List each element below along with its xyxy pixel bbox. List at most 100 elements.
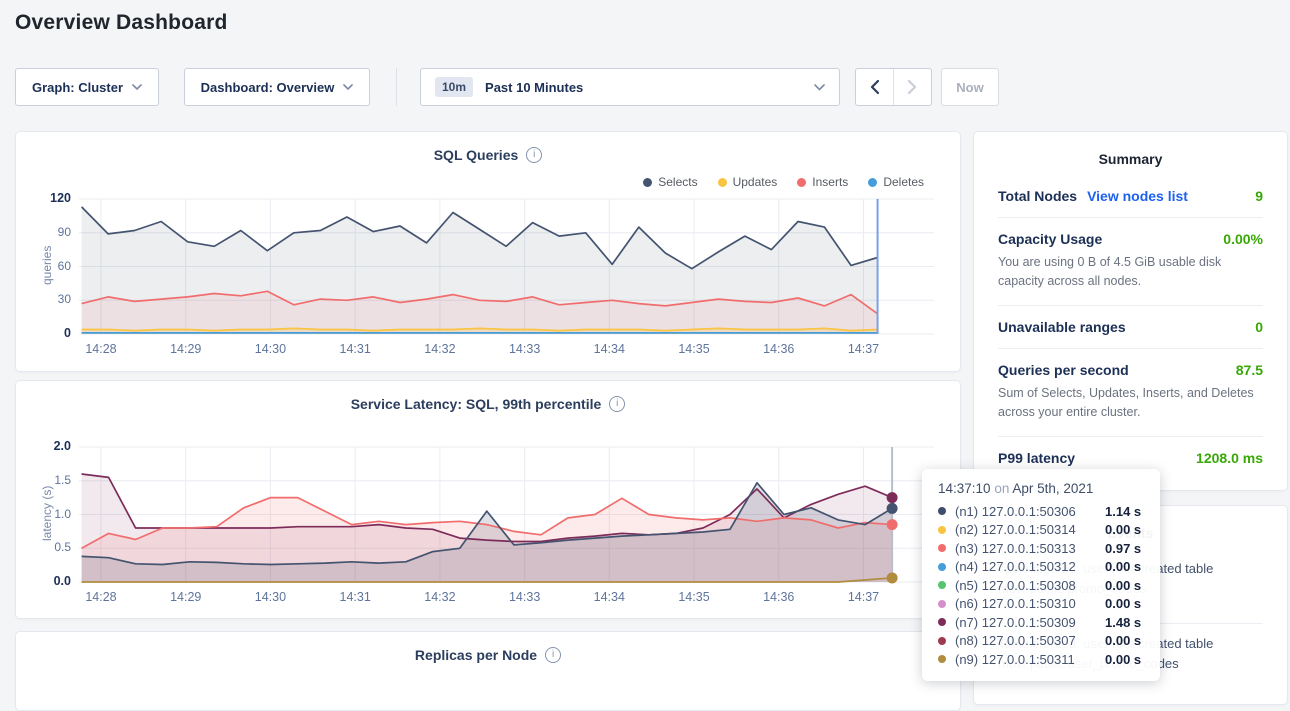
tooltip-node-value: 0.00 s bbox=[1105, 559, 1142, 575]
step-forward-button[interactable] bbox=[893, 69, 931, 105]
page-title: Overview Dashboard bbox=[15, 11, 228, 34]
chart-title-text: Replicas per Node bbox=[414, 647, 538, 663]
sql-queries-chart: 0 30 60 90 120 14:28 14:29 14:30 14:31 14:32 14:33… bbox=[16, 132, 960, 371]
selects-series-dot bbox=[643, 177, 653, 187]
x-axis-tick: 14:37 bbox=[847, 342, 880, 356]
tooltip-node-name: (n2) 127.0.0.1:50314 bbox=[955, 522, 1076, 538]
node-series-dot bbox=[938, 544, 946, 553]
summary-value: 1208.0 ms bbox=[1196, 449, 1263, 466]
tooltip-node-row: (n2) 127.0.0.1:50314 0.00 s bbox=[938, 521, 1144, 540]
now-button[interactable]: Now bbox=[941, 68, 999, 106]
x-axis-tick: 14:36 bbox=[763, 342, 795, 356]
x-axis-tick: 14:30 bbox=[254, 342, 287, 356]
sql-queries-card: SQL Queries i Selects Updates Inserts Delet… bbox=[15, 131, 961, 372]
inserts-series-dot bbox=[797, 177, 807, 187]
chart-title: Service Latency: SQL, 99th percentile i bbox=[16, 396, 960, 412]
tooltip-node-name: (n5) 127.0.0.1:50308 bbox=[955, 577, 1076, 593]
view-nodes-list-link[interactable]: View nodes list bbox=[1087, 188, 1188, 204]
legend-label: Deletes bbox=[883, 175, 924, 189]
y-axis-tick: 1.5 bbox=[54, 472, 71, 487]
dashboard-selector-dropdown[interactable]: Dashboard: Overview bbox=[184, 68, 370, 106]
summary-row-header: Capacity Usage 0.00% bbox=[998, 231, 1263, 247]
tooltip-node-row: (n5) 127.0.0.1:50308 0.00 s bbox=[938, 576, 1144, 595]
tooltip-node-value: 0.97 s bbox=[1105, 540, 1142, 556]
legend-item-inserts: Inserts bbox=[797, 175, 848, 189]
info-icon[interactable]: i bbox=[545, 647, 562, 663]
tooltip-node-row: (n9) 127.0.0.1:50311 0.00 s bbox=[938, 650, 1144, 669]
node-series-dot bbox=[938, 562, 946, 571]
time-window-badge: 10m bbox=[435, 77, 474, 97]
summary-label: Capacity Usage bbox=[998, 231, 1103, 247]
y-axis-tick: 1.0 bbox=[54, 506, 71, 521]
node-series-dot bbox=[938, 507, 946, 516]
y-axis-tick: 120 bbox=[50, 191, 71, 205]
service-latency-plot[interactable] bbox=[79, 439, 934, 587]
y-axis-tick: 60 bbox=[57, 258, 71, 273]
x-axis-tick: 14:35 bbox=[678, 342, 710, 356]
tooltip-node-name: (n9) 127.0.0.1:50311 bbox=[955, 651, 1075, 667]
toolbar-divider bbox=[396, 68, 397, 106]
tooltip-node-value: 1.48 s bbox=[1105, 614, 1142, 630]
info-icon[interactable]: i bbox=[609, 396, 626, 412]
summary-rows: Total Nodes View nodes list 9 Capacity Usag… bbox=[998, 175, 1263, 479]
tooltip-node-value: 1.14 s bbox=[1105, 503, 1142, 519]
time-range-label: Past 10 Minutes bbox=[485, 79, 584, 95]
tooltip-date: Apr 5th, 2021 bbox=[1012, 481, 1094, 496]
tooltip-node-name: (n3) 127.0.0.1:50313 bbox=[955, 540, 1076, 556]
graph-selector-dropdown[interactable]: Graph: Cluster bbox=[15, 68, 159, 106]
chevron-down-icon bbox=[132, 84, 142, 90]
x-axis-tick: 14:35 bbox=[678, 590, 710, 604]
step-back-button[interactable] bbox=[856, 69, 893, 105]
time-step-buttons bbox=[855, 68, 932, 106]
dashboard-selector-label: Dashboard: Overview bbox=[200, 79, 335, 95]
tooltip-node-name: (n1) 127.0.0.1:50306 bbox=[955, 503, 1076, 519]
legend-label: Selects bbox=[658, 175, 698, 189]
time-range-dropdown[interactable]: 10m Past 10 Minutes bbox=[420, 68, 840, 106]
legend-label: Updates bbox=[732, 175, 778, 189]
summary-row: Capacity Usage 0.00% You are using 0 B of … bbox=[998, 218, 1263, 306]
chart-title-text: SQL Queries bbox=[433, 147, 519, 163]
node-series-dot bbox=[938, 655, 946, 664]
legend-item-selects: Selects bbox=[643, 175, 698, 189]
summary-row: Queries per second 87.5 Sum of Selects, Up… bbox=[998, 349, 1263, 437]
tooltip-node-value: 0.00 s bbox=[1105, 577, 1142, 593]
tooltip-node-row: (n7) 127.0.0.1:50309 1.48 s bbox=[938, 613, 1144, 632]
tooltip-node-rows: (n1) 127.0.0.1:50306 1.14 s (n2) 127.0.0.1… bbox=[938, 502, 1144, 669]
x-axis-tick: 14:32 bbox=[424, 342, 456, 356]
x-axis-tick: 14:36 bbox=[763, 590, 795, 604]
tooltip-time: 14:37:10 bbox=[938, 481, 991, 496]
sql-queries-plot[interactable] bbox=[79, 191, 934, 339]
x-axis-tick: 14:33 bbox=[508, 590, 541, 604]
x-axis-tick: 14:31 bbox=[339, 590, 371, 604]
tooltip-node-name: (n8) 127.0.0.1:50307 bbox=[955, 633, 1076, 649]
chevron-right-icon bbox=[908, 80, 917, 94]
x-axis-tick: 14:32 bbox=[424, 590, 456, 604]
y-axis-tick: 0.5 bbox=[54, 540, 71, 555]
service-latency-chart: 0.0 0.5 1.0 1.5 2.0 14:28 14:29 14:30 14:31 14:32… bbox=[16, 381, 960, 618]
summary-value: 87.5 bbox=[1235, 361, 1263, 378]
tooltip-conjunction: on bbox=[994, 481, 1010, 496]
chart-title: SQL Queries i bbox=[16, 147, 960, 163]
info-icon[interactable]: i bbox=[526, 147, 543, 163]
x-axis-tick: 14:30 bbox=[254, 590, 287, 604]
y-axis-tick: 0.0 bbox=[53, 574, 71, 588]
node-series-dot bbox=[938, 581, 946, 590]
node-series-dot bbox=[938, 636, 946, 645]
x-axis-tick: 14:29 bbox=[170, 590, 202, 604]
chevron-left-icon bbox=[870, 80, 879, 94]
tooltip-node-row: (n4) 127.0.0.1:50312 0.00 s bbox=[938, 558, 1144, 577]
replicas-per-node-card: Replicas per Node i bbox=[15, 631, 961, 711]
chart-title: Replicas per Node i bbox=[16, 647, 960, 663]
tooltip-node-row: (n8) 127.0.0.1:50307 0.00 s bbox=[938, 632, 1144, 651]
summary-label: Queries per second bbox=[998, 361, 1129, 378]
tooltip-node-name: (n6) 127.0.0.1:50310 bbox=[955, 596, 1076, 612]
summary-row: P99 latency 1208.0 ms bbox=[998, 437, 1263, 479]
y-axis-tick: 90 bbox=[57, 224, 71, 239]
y-axis-tick: 0 bbox=[64, 326, 71, 340]
summary-description: Sum of Selects, Updates, Inserts, and De… bbox=[998, 385, 1254, 420]
x-axis-tick: 14:37 bbox=[847, 590, 880, 604]
summary-value: 0.00% bbox=[1223, 231, 1263, 247]
x-axis-tick: 14:28 bbox=[85, 590, 117, 604]
tooltip-node-value: 0.00 s bbox=[1105, 522, 1142, 538]
updates-series-dot bbox=[717, 177, 727, 187]
